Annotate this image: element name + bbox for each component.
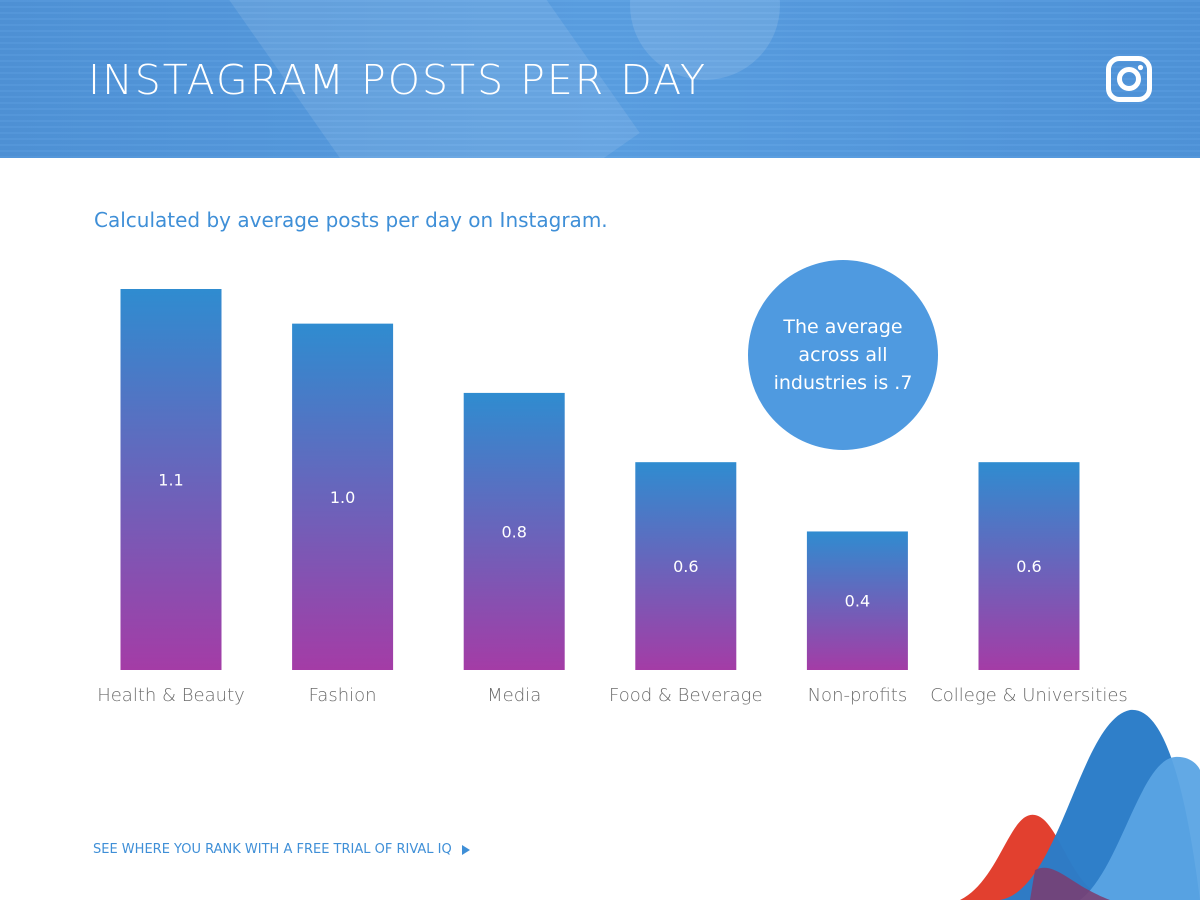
category-label: Non-profits: [808, 685, 908, 706]
average-callout: The average across all industries is .7: [748, 260, 938, 450]
average-callout-text: The average across all industries is .7: [773, 316, 913, 394]
category-label: Health & Beauty: [97, 685, 245, 706]
bar-value-label: 0.6: [673, 557, 698, 576]
category-label: Media: [487, 685, 541, 706]
bar-4: [806, 531, 908, 670]
chart-subtitle: Calculated by average posts per day on I…: [94, 208, 608, 232]
category-label: College & Universities: [930, 685, 1128, 706]
bars-group: 1.1 Health & Beauty 1.0 Fashion 0.8 Media 0.6 F…: [97, 289, 1128, 706]
play-triangle-icon: [461, 844, 470, 855]
bar-1: [292, 323, 394, 670]
bar-0: [120, 289, 222, 670]
header-banner: INSTAGRAM POSTS PER DAY: [0, 0, 1200, 158]
bar-5: [978, 462, 1080, 670]
instagram-icon: [1106, 56, 1152, 102]
hill-light-blue: [1080, 756, 1200, 900]
bar-3: [635, 462, 737, 670]
category-label: Food & Beverage: [609, 685, 763, 706]
decorative-hills: [960, 709, 1200, 900]
free-trial-link-label: SEE WHERE YOU RANK WITH A FREE TRIAL OF …: [93, 842, 452, 857]
page-title: INSTAGRAM POSTS PER DAY: [88, 56, 708, 104]
free-trial-link[interactable]: SEE WHERE YOU RANK WITH A FREE TRIAL OF …: [93, 842, 470, 857]
banner-texture: [0, 0, 1200, 158]
bar-value-label: 1.0: [330, 488, 355, 507]
bar-2: [463, 392, 565, 670]
hill-overlap: [1030, 867, 1110, 900]
bar-value-label: 0.8: [501, 522, 526, 541]
bar-value-label: 1.1: [158, 471, 183, 490]
bar-value-label: 0.6: [1016, 557, 1041, 576]
bar-value-label: 0.4: [845, 592, 870, 611]
category-label: Fashion: [309, 685, 377, 706]
